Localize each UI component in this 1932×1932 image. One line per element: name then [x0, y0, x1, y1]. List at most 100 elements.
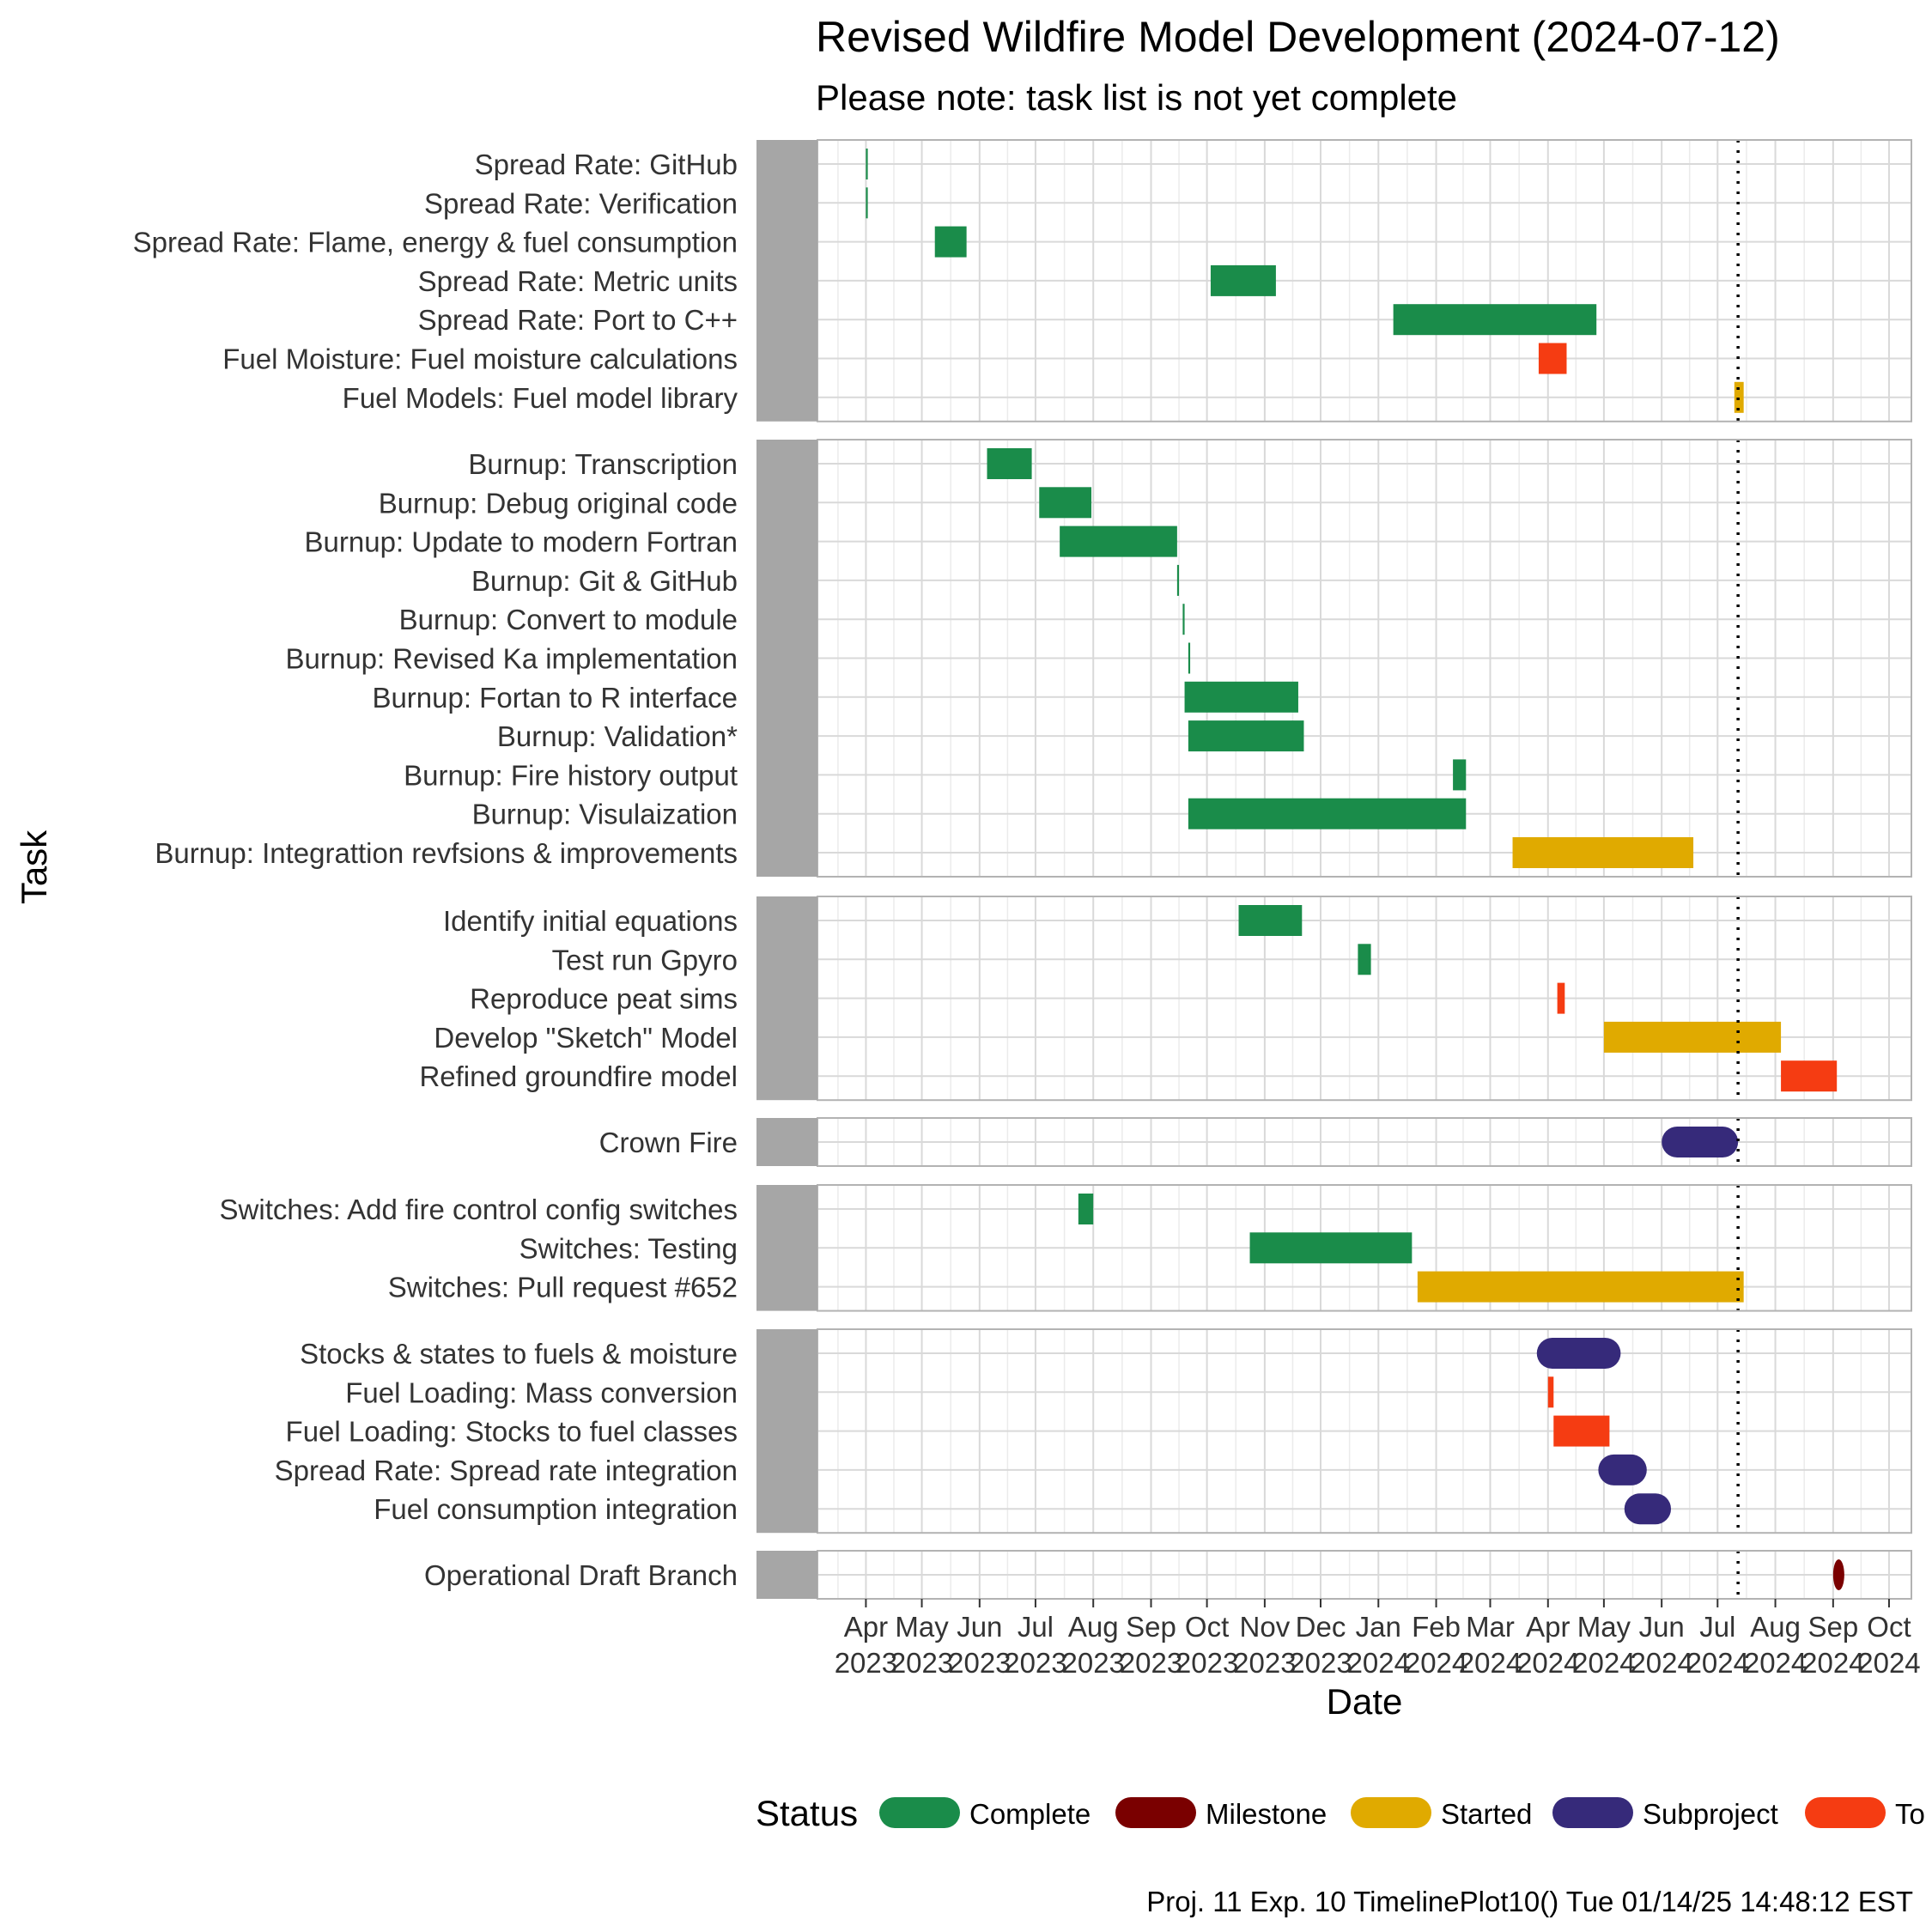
x-tick-month: Jan: [1356, 1611, 1401, 1643]
chart-subtitle: Please note: task list is not yet comple…: [816, 77, 1457, 118]
task-bar: [1188, 720, 1304, 752]
task-bar: [1249, 1232, 1413, 1264]
panel-r-fire-library: Spread Rate: GitHub Spread Rate: Verifica…: [133, 139, 1912, 422]
task-bar: [1557, 982, 1565, 1014]
task-label: Switches: Add fire control config switch…: [220, 1194, 738, 1225]
task-label: Fuel consumption integration: [374, 1493, 738, 1525]
facet-strip: [756, 1329, 817, 1534]
task-label: Spread Rate: Metric units: [418, 265, 738, 297]
x-tick-year: 2024: [1405, 1647, 1467, 1679]
legend-label: Complete: [969, 1798, 1091, 1830]
task-label: Burnup: Validation*: [497, 720, 738, 752]
x-tick-year: 2023: [1176, 1647, 1238, 1679]
task-label: Burnup: Debug original code: [379, 487, 738, 519]
x-tick-year: 2023: [1120, 1647, 1182, 1679]
task-label: Fuel Loading: Mass conversion: [345, 1376, 738, 1408]
x-tick-month: May: [1577, 1611, 1631, 1643]
task-bar: [1603, 1021, 1782, 1053]
task-bar: [1238, 905, 1303, 936]
legend-title: Status: [756, 1793, 858, 1833]
panel-ground-fire: Identify initial equations Test run Gpyro…: [419, 896, 1912, 1102]
legend-item: Complete: [879, 1797, 1091, 1830]
task-label: Burnup: Fortan to R interface: [372, 682, 738, 714]
task-bar: [1453, 759, 1467, 791]
task-bar: [1417, 1271, 1744, 1303]
legend-item: Subproject: [1552, 1797, 1778, 1830]
facet-strip: [756, 1118, 817, 1166]
x-tick-year: 2023: [1004, 1647, 1066, 1679]
task-bar: [1078, 1194, 1094, 1224]
task-label: Spread Rate: Verification: [424, 187, 738, 219]
task-bar: [1182, 604, 1185, 635]
task-label: Switches: Pull request #652: [388, 1272, 738, 1303]
task-label: Burnup: Integrattion revfsions & improve…: [155, 837, 738, 869]
x-tick-year: 2024: [1459, 1647, 1522, 1679]
panel-milestones: Operational Draft BranchMilestones: [424, 1550, 1912, 1600]
x-tick-year: 2023: [1289, 1647, 1352, 1679]
task-label: Burnup: Transcription: [468, 448, 738, 480]
task-label: Burnup: Update to modern Fortran: [305, 526, 738, 558]
task-label: Spread Rate: Spread rate integration: [275, 1455, 738, 1486]
task-bar: [866, 187, 868, 219]
x-tick-month: Sep: [1126, 1611, 1176, 1643]
legend-key: [1351, 1797, 1431, 1828]
x-tick-year: 2023: [890, 1647, 953, 1679]
panel-crown-fire: Crown FireCrown: [599, 1117, 1912, 1167]
x-tick-year: 2024: [1801, 1647, 1864, 1679]
task-bar: [1624, 1493, 1672, 1525]
task-bar: [1536, 1338, 1621, 1369]
task-label: Switches: Testing: [519, 1232, 738, 1264]
legend-key: [1115, 1797, 1196, 1828]
x-tick-year: 2023: [1233, 1647, 1296, 1679]
legend-key: [1805, 1797, 1886, 1828]
task-label: Fuel Moisture: Fuel moisture calculation…: [222, 343, 738, 375]
task-bar: [1358, 944, 1371, 975]
task-bar: [1393, 304, 1597, 336]
x-tick-month: Sep: [1807, 1611, 1858, 1643]
task-bar: [934, 226, 967, 258]
x-tick-year: 2024: [1744, 1647, 1807, 1679]
task-label: Test run Gpyro: [552, 944, 738, 975]
x-tick-year: 2024: [1630, 1647, 1692, 1679]
task-label: Operational Draft Branch: [424, 1559, 738, 1591]
x-tick-month: Oct: [1185, 1611, 1229, 1643]
x-tick-month: Feb: [1412, 1611, 1461, 1643]
task-bar: [1662, 1127, 1739, 1157]
facet-strip: [756, 440, 817, 877]
task-label: Reproduce peat sims: [470, 983, 738, 1015]
task-label: Identify initial equations: [443, 905, 738, 937]
x-tick-month: Aug: [1750, 1611, 1801, 1643]
task-bar: [1210, 264, 1276, 296]
x-axis: Apr2023May2023Jun2023Jul2023Aug2023Sep20…: [835, 1599, 1921, 1679]
x-tick-month: Jun: [957, 1611, 1002, 1643]
facet-strip: [756, 896, 817, 1101]
task-label: Fuel Loading: Stocks to fuel classes: [286, 1416, 738, 1448]
x-axis-label: Date: [1327, 1681, 1403, 1722]
task-bar: [1188, 798, 1467, 829]
x-tick-month: Nov: [1240, 1611, 1291, 1643]
x-tick-month: Oct: [1867, 1611, 1911, 1643]
x-tick-month: Jul: [1699, 1611, 1735, 1643]
task-label: Burnup: Revised Ka implementation: [286, 643, 738, 675]
x-tick-year: 2023: [948, 1647, 1011, 1679]
task-label: Stocks & states to fuels & moisture: [300, 1338, 738, 1370]
facet-strip: [756, 140, 817, 422]
x-tick-month: Aug: [1068, 1611, 1119, 1643]
task-bar: [1781, 1060, 1838, 1092]
task-bar: [1832, 1559, 1844, 1590]
panel-fuel-consumption: Burnup: Transcription Burnup: Debug origi…: [155, 439, 1912, 878]
panel-dvm-dos-tem-fire-switches: Switches: Add fire control config switch…: [220, 1184, 1912, 1312]
legend-label: To Do: [1895, 1798, 1932, 1830]
x-tick-month: Jun: [1639, 1611, 1685, 1643]
task-label: Burnup: Convert to module: [399, 604, 738, 635]
task-label: Spread Rate: Flame, energy & fuel consum…: [133, 227, 738, 258]
task-bar: [1188, 642, 1191, 674]
task-label: Fuel Models: Fuel model library: [343, 382, 738, 414]
y-axis-label: Task: [14, 829, 54, 904]
task-label: Burnup: Git & GitHub: [471, 565, 738, 597]
task-label: Refined groundfire model: [419, 1060, 738, 1092]
task-label: Spread Rate: GitHub: [475, 149, 738, 180]
legend-label: Subproject: [1643, 1798, 1778, 1830]
x-tick-year: 2024: [1686, 1647, 1749, 1679]
